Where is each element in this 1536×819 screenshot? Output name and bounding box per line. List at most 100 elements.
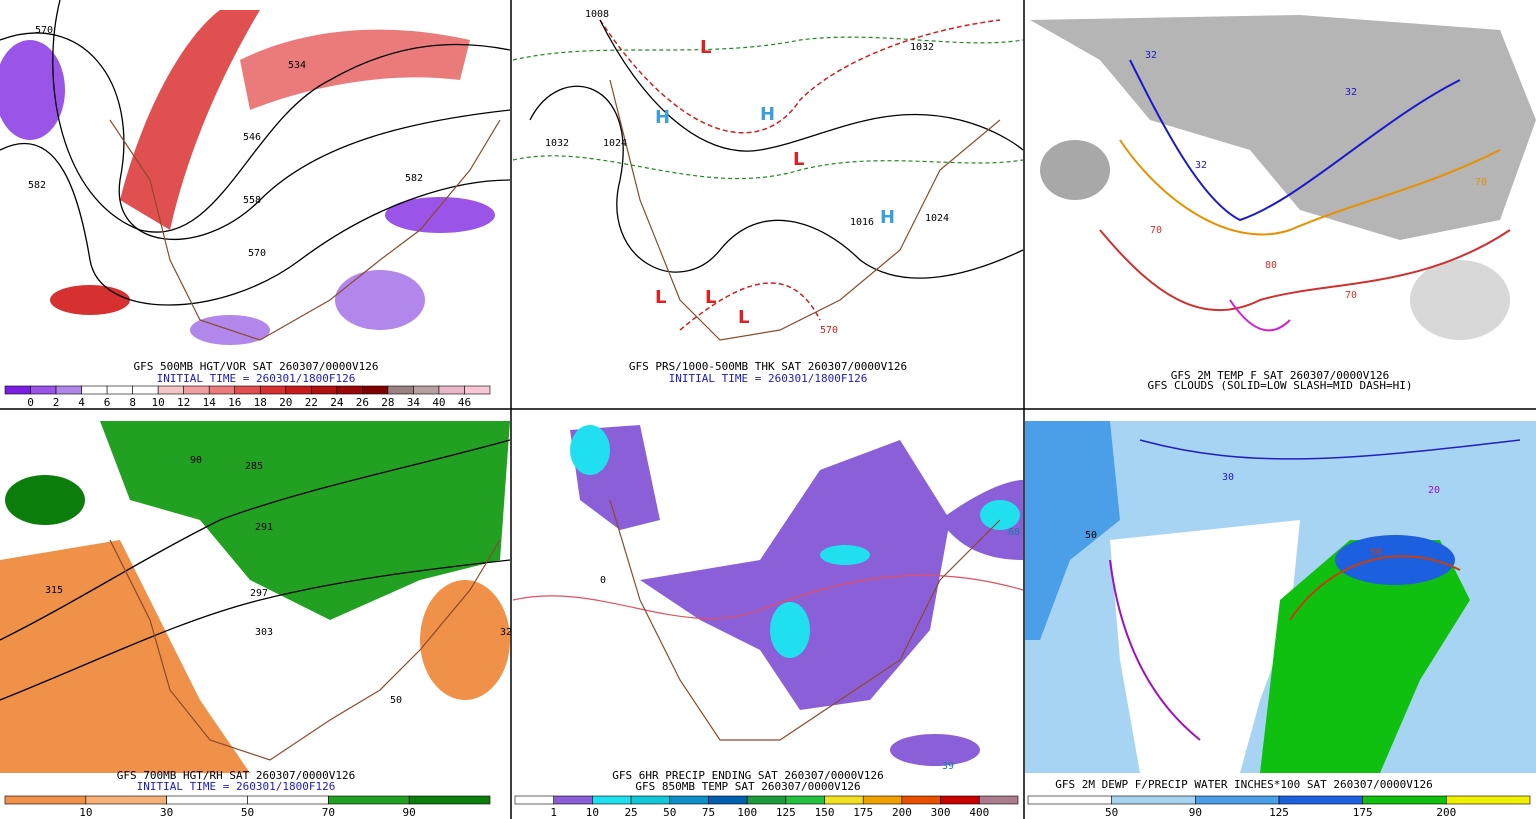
colorbar-label: 400 (969, 806, 989, 819)
isobar (599, 19, 1024, 152)
colorbar-segment (132, 385, 159, 395)
colorbar-segment (514, 795, 554, 805)
isotherm-label: 32 (1195, 160, 1207, 171)
colorbar-segment (592, 795, 632, 805)
contour (52, 0, 511, 233)
colorbar-label: 25 (624, 806, 637, 819)
colorbar-segment (1362, 795, 1447, 805)
colorbar-label: 30 (160, 806, 173, 819)
isotherm-label: 70 (1345, 290, 1357, 301)
isobar-label: 1032 (910, 42, 934, 53)
colorbar-label: 200 (892, 806, 912, 819)
isotherm (1119, 139, 1501, 236)
colorbar-segment (247, 795, 329, 805)
isobar (529, 85, 1024, 279)
colorbar-segment (940, 795, 980, 805)
panel-precip: 0 68 39 GFS 6HR PRECIP ENDING SAT 260307… (512, 421, 1024, 793)
high-center: H (655, 107, 670, 128)
colorbar-segment (30, 385, 57, 395)
colorbar-segment (234, 385, 261, 395)
rh-area (420, 580, 510, 700)
isotherm-label: 80 (1265, 260, 1277, 271)
colorbar-segment (746, 795, 787, 805)
colorbar-label: 34 (407, 396, 421, 409)
cloud-area (1040, 140, 1110, 200)
panel-pressure: 1008 1032 1024 1016 1024 1032 570 H H H … (512, 0, 1024, 385)
colorbar-label: 20 (279, 396, 292, 409)
caption: GFS CLOUDS (SOLID=LOW SLASH=MID DASH=HI) (1148, 379, 1413, 392)
vorticity-area (240, 29, 470, 110)
contour-label: 570 (248, 248, 266, 259)
contour-label: 558 (243, 195, 261, 206)
colorbar-segment (1446, 795, 1531, 805)
contour (0, 439, 511, 641)
isotherm-label: 70 (1475, 177, 1487, 188)
colorbar-label: 8 (129, 396, 136, 409)
colorbar-segment (1111, 795, 1196, 805)
vorticity-area (385, 197, 495, 233)
colorbar-label: 10 (586, 806, 599, 819)
isodrosotherm (1289, 555, 1461, 621)
panel-700mb: 315 321 297 303 285 291 50 90 GFS 700MB … (0, 421, 518, 793)
colorbar-label: 50 (241, 806, 254, 819)
isotherm-label: 70 (1150, 225, 1162, 236)
thickness-label: 570 (820, 325, 838, 336)
colorbar-segment (901, 795, 941, 805)
colorbar-label: 125 (1269, 806, 1289, 819)
colorbar-label: 300 (931, 806, 951, 819)
colorbar-label: 14 (203, 396, 217, 409)
contour-label: 534 (288, 60, 306, 71)
caption: GFS 6HR PRECIP ENDING SAT 260307/0000V12… (612, 769, 884, 782)
rh-area (5, 475, 85, 525)
colorbar-segment (4, 795, 87, 805)
high-center: H (880, 207, 895, 228)
contour-label: 546 (243, 132, 261, 143)
colorbar-label: 125 (776, 806, 796, 819)
caption: GFS 500MB HGT/VOR SAT 260307/0000V126 (133, 360, 378, 373)
colorbar-label: 24 (330, 396, 344, 409)
vorticity-area (335, 270, 425, 330)
colorbar-segment (464, 385, 491, 395)
colorbar-label: 16 (228, 396, 241, 409)
colorbar-label: 175 (853, 806, 873, 819)
colorbar-label: 90 (403, 806, 416, 819)
vorticity-area (0, 40, 65, 140)
colorbar-segment (285, 385, 312, 395)
pw-area (1260, 540, 1470, 773)
caption: GFS 2M TEMP F SAT 260307/0000V126 (1171, 369, 1390, 382)
pw-area (1110, 520, 1300, 773)
isotherm (1229, 299, 1291, 332)
vorticity-area (120, 10, 260, 230)
colorbar-label: 100 (737, 806, 757, 819)
thickness-line (512, 155, 1024, 180)
colorbar-segment (862, 795, 903, 805)
colorbar-label: 90 (1189, 806, 1202, 819)
colorbar-segment (669, 795, 709, 805)
contour-label: 297 (250, 588, 268, 599)
low-center: L (705, 287, 716, 308)
cloud-area (1410, 260, 1510, 340)
colorbar-segment (1278, 795, 1363, 805)
colorbar-segment (336, 385, 363, 395)
colorbar-segment (413, 385, 440, 395)
contour-label: 315 (45, 585, 63, 596)
precip-area (890, 734, 980, 766)
isobar-label: 1016 (850, 217, 874, 228)
precip-area (820, 545, 870, 565)
contour (0, 32, 511, 241)
high-center: H (760, 104, 775, 125)
thickness-line (599, 19, 1001, 134)
low-center: L (655, 287, 666, 308)
colorbar-label: 4 (78, 396, 85, 409)
colorbar-segment (1027, 795, 1112, 805)
precip-area (570, 425, 610, 475)
colorbar-segment (157, 385, 184, 395)
colorbar-label: 0 (27, 396, 34, 409)
rh-area (100, 421, 510, 620)
colorbar-segment (85, 795, 167, 805)
contour-label: 303 (255, 627, 273, 638)
colorbar-segment (183, 385, 210, 395)
colorbar-label: 1 (550, 806, 557, 819)
contour-label: 570 (35, 25, 53, 36)
